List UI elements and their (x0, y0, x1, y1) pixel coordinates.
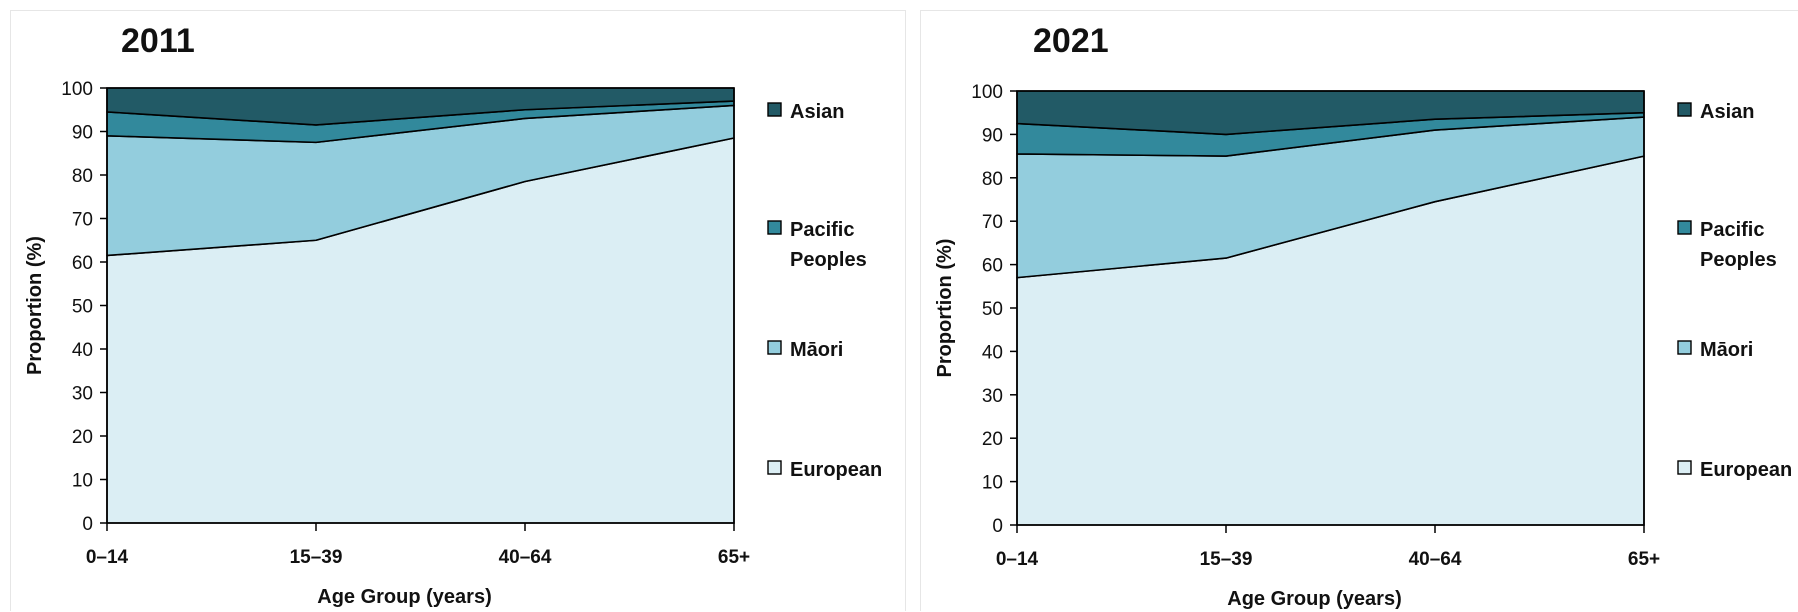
y-tick-label: 70 (982, 212, 1003, 233)
legend-item-pacific-peoples: Pacific Peoples (1678, 219, 1777, 271)
x-axis-label: Age Group (years) (1227, 588, 1401, 610)
y-tick-label: 30 (72, 384, 93, 405)
x-tick-label: 0–14 (996, 549, 1039, 570)
area-chart-2011: 2011 0 10 20 30 40 50 60 70 80 90 100 0–14 15–39 40–64… (11, 11, 907, 612)
legend-item-m-ori: Māori (1678, 339, 1753, 361)
y-axis-label: Proportion (%) (934, 239, 956, 378)
legend-label: Māori (790, 339, 843, 361)
x-tick-label: 0–14 (86, 547, 129, 568)
legend-swatch-european (768, 461, 781, 474)
x-tick-label: 40–64 (1409, 549, 1462, 570)
x-tick-label: 15–39 (290, 547, 343, 568)
legend-label: Pacific (1700, 219, 1764, 241)
y-tick-label: 80 (982, 169, 1003, 190)
x-axis-label: Age Group (years) (317, 586, 491, 608)
y-tick-label: 40 (72, 340, 93, 361)
y-tick-label: 20 (72, 427, 93, 448)
chart-title: 2011 (121, 22, 195, 60)
legend-label: European (790, 459, 882, 481)
y-tick-label: 0 (992, 516, 1003, 537)
y-tick-label: 90 (72, 123, 93, 144)
x-tick-label: 15–39 (1200, 549, 1253, 570)
y-tick-label: 20 (982, 429, 1003, 450)
legend-label: Peoples (790, 249, 867, 271)
y-tick-label: 80 (72, 166, 93, 187)
legend-label: Māori (1700, 339, 1753, 361)
y-tick-label: 70 (72, 210, 93, 231)
legend-item-asian: Asian (768, 101, 844, 123)
legend-swatch-asian (768, 103, 781, 116)
y-tick-label: 50 (982, 299, 1003, 320)
legend-item-pacific-peoples: Pacific Peoples (768, 219, 867, 271)
legend-label: European (1700, 459, 1792, 481)
y-tick-label: 90 (982, 125, 1003, 146)
chart-panel-2021: 2021 0 10 20 30 40 50 60 70 80 90 100 0–14 15–39 40–64… (920, 10, 1798, 611)
x-tick-label: 65+ (718, 547, 750, 568)
legend-swatch-european (1678, 461, 1691, 474)
legend-label: Peoples (1700, 249, 1777, 271)
y-tick-label: 100 (971, 82, 1003, 103)
legend-label: Asian (790, 101, 844, 123)
area-chart-2021: 2021 0 10 20 30 40 50 60 70 80 90 100 0–14 15–39 40–64… (921, 11, 1798, 612)
y-tick-label: 30 (982, 386, 1003, 407)
y-tick-label: 0 (82, 514, 93, 535)
legend-swatch-asian (1678, 103, 1691, 116)
legend-swatch-pacific-peoples (768, 221, 781, 234)
y-tick-label: 50 (72, 297, 93, 318)
legend-swatch-m-ori (768, 341, 781, 354)
y-tick-label: 10 (72, 471, 93, 492)
chart-title: 2021 (1033, 22, 1109, 60)
y-tick-label: 60 (982, 256, 1003, 277)
y-axis-label: Proportion (%) (24, 236, 46, 375)
legend-item-european: European (1678, 459, 1792, 481)
y-tick-label: 100 (61, 79, 93, 100)
y-tick-label: 10 (982, 473, 1003, 494)
legend-swatch-m-ori (1678, 341, 1691, 354)
legend-swatch-pacific-peoples (1678, 221, 1691, 234)
y-tick-label: 40 (982, 342, 1003, 363)
x-tick-label: 40–64 (499, 547, 552, 568)
y-tick-label: 60 (72, 253, 93, 274)
legend-item-m-ori: Māori (768, 339, 843, 361)
x-tick-label: 65+ (1628, 549, 1660, 570)
legend-label: Pacific (790, 219, 854, 241)
legend-item-european: European (768, 459, 882, 481)
chart-panel-2011: 2011 0 10 20 30 40 50 60 70 80 90 100 0–14 15–39 40–64… (10, 10, 906, 611)
legend-label: Asian (1700, 101, 1754, 123)
legend-item-asian: Asian (1678, 101, 1754, 123)
